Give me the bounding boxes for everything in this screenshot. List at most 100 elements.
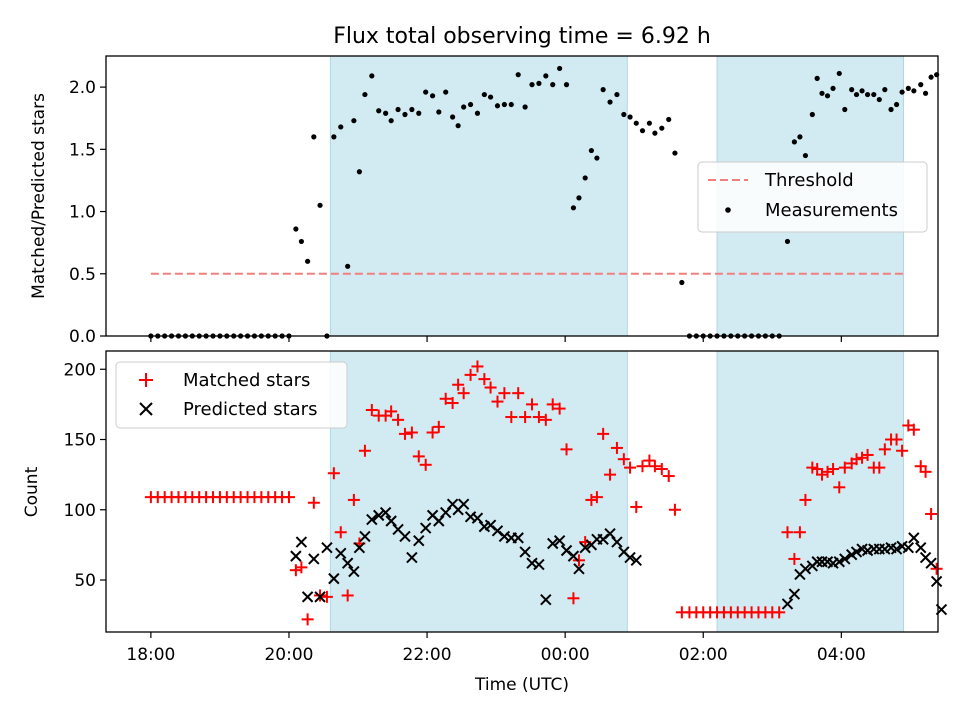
matched-point <box>289 564 302 577</box>
matched-point <box>890 433 903 446</box>
matched-point <box>365 404 378 417</box>
predicted-point <box>781 598 794 610</box>
measurement-point <box>864 91 871 98</box>
matched-point <box>398 427 411 440</box>
x-axis-label: Time (UTC) <box>474 675 569 695</box>
measurement-point <box>345 263 351 269</box>
matched-point <box>816 468 829 481</box>
matched-point <box>907 423 920 436</box>
count-legend: Matched stars Predicted stars <box>115 361 348 429</box>
predicted-point <box>353 541 366 554</box>
observing-window-bottom-1 <box>716 350 904 633</box>
x-tick-label: 22:00 <box>403 645 452 665</box>
predicted-point <box>385 515 397 527</box>
predicted-point <box>833 556 845 568</box>
predicted-point <box>611 536 623 548</box>
observing-window-top-0 <box>329 55 628 337</box>
measurement-point <box>508 101 514 108</box>
measurement-point <box>842 106 848 113</box>
predicted-point <box>512 532 524 544</box>
chart-title: Flux total observing time = 6.92 h <box>333 24 711 49</box>
legend-predicted-label: Predicted stars <box>183 399 317 420</box>
measurement-point <box>666 116 672 123</box>
predicted-point <box>341 557 354 569</box>
matched-point <box>334 526 347 539</box>
measurement-point <box>809 111 815 118</box>
predicted-point <box>908 532 920 544</box>
matched-point <box>307 496 320 509</box>
measurement-point <box>876 96 882 103</box>
predicted-point <box>567 550 580 562</box>
predicted-point <box>553 534 566 547</box>
measurement-point <box>928 74 934 80</box>
matched-point <box>567 592 580 605</box>
predicted-point <box>839 553 851 565</box>
measurement-point <box>614 91 620 98</box>
matched-point <box>896 444 909 457</box>
matched-point <box>532 411 545 424</box>
predicted-point <box>925 557 937 569</box>
predicted-point <box>811 556 823 568</box>
matched-point <box>426 426 439 439</box>
measurement-point <box>819 90 825 96</box>
count-panel: 50 100 150 200 18:00 20:00 22:00 00:00 02:00 04:… <box>22 350 948 695</box>
matched-point <box>347 493 360 506</box>
measurement-point <box>362 91 368 98</box>
measurement-point <box>582 175 588 181</box>
matched-point <box>648 460 661 473</box>
measurement-point <box>536 80 542 86</box>
measurement-point <box>824 93 831 99</box>
matched-point <box>519 411 532 424</box>
measurement-point <box>409 106 415 113</box>
predicted-point <box>399 530 411 543</box>
predicted-point <box>406 551 418 564</box>
matched-point <box>358 444 371 457</box>
measurement-point <box>802 152 809 159</box>
matched-point <box>385 405 398 418</box>
predicted-point <box>301 591 314 603</box>
matched-point <box>505 411 518 424</box>
ratio-y-tick-label: 2.0 <box>69 78 96 98</box>
matched-point <box>295 561 308 574</box>
measurement-point <box>652 130 658 136</box>
matched-point <box>464 368 477 381</box>
measurement-point <box>369 73 375 79</box>
measurement-point <box>529 82 535 88</box>
matched-point <box>643 454 656 467</box>
measurement-point <box>563 82 570 88</box>
measurement-point <box>395 106 401 113</box>
predicted-point <box>573 563 585 575</box>
measurement-point <box>621 111 627 118</box>
measurement-point <box>338 124 344 130</box>
count-y-tick-label: 150 <box>64 431 96 451</box>
predicted-point <box>519 546 531 558</box>
matched-point <box>662 470 675 483</box>
measurement-point <box>672 150 678 156</box>
matched-point <box>856 451 869 464</box>
measurement-point <box>317 202 323 208</box>
measurement-point <box>784 238 791 245</box>
ratio-y-axis-label: Matched/Predicted stars <box>29 93 49 299</box>
matched-point <box>526 398 539 411</box>
x-tick-label: 00:00 <box>541 645 590 665</box>
measurement-point <box>351 118 357 124</box>
ratio-panel-frame <box>105 55 939 337</box>
measurement-point <box>311 134 317 140</box>
matched-point <box>327 467 340 480</box>
matched-point <box>793 526 806 539</box>
matched-point <box>788 552 801 565</box>
ratio-legend: Threshold Measurements <box>697 161 928 233</box>
legend-matched-swatch <box>139 373 153 387</box>
predicted-point <box>915 541 927 554</box>
measurement-point <box>830 85 836 91</box>
measurement-point <box>633 120 639 126</box>
measurement-point <box>570 205 577 211</box>
x-tick-label: 02:00 <box>679 645 728 665</box>
measurement-point <box>423 89 429 95</box>
matched-point <box>821 465 834 478</box>
matched-point <box>799 493 812 506</box>
legend-measurements-label: Measurements <box>765 200 898 221</box>
ratio-y-tick-label: 1.5 <box>69 140 96 160</box>
matched-point <box>604 468 617 481</box>
